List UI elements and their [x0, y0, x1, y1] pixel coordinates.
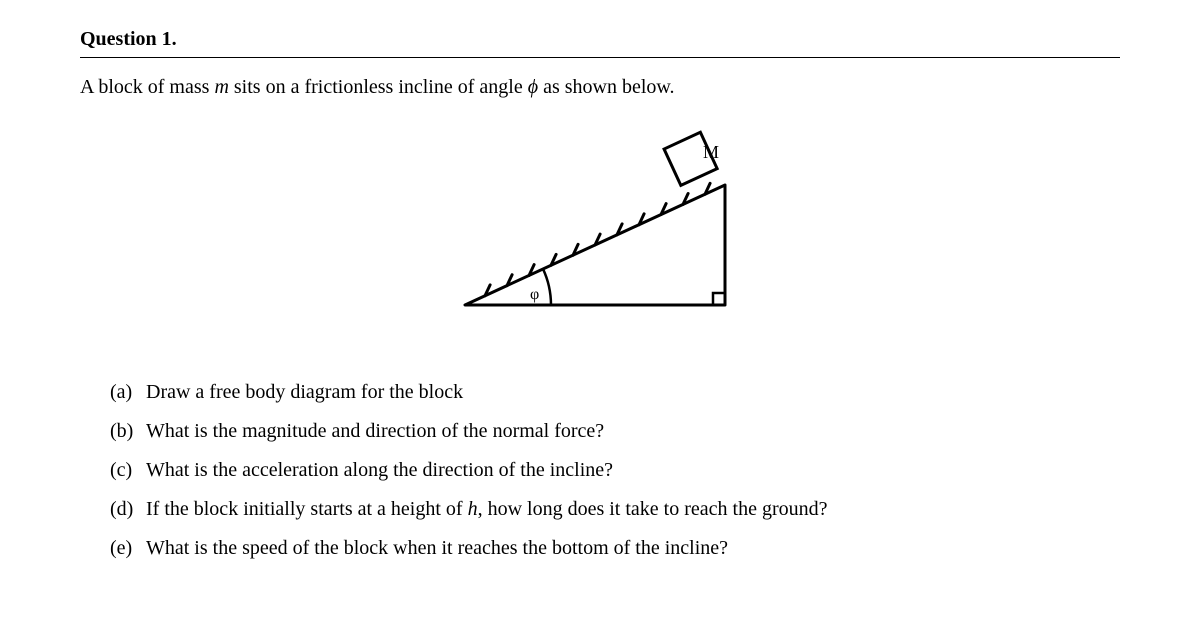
var-h: h — [468, 498, 478, 520]
question-prompt: A block of mass m sits on a frictionless… — [80, 72, 1120, 102]
part-c: (c) What is the acceleration along the d… — [110, 451, 1120, 490]
part-d-pre: If the block initially starts at a heigh… — [146, 498, 468, 520]
part-d-post: , how long does it take to reach the gro… — [478, 498, 828, 520]
part-b: (b) What is the magnitude and direction … — [110, 412, 1120, 451]
var-m: m — [214, 76, 228, 98]
part-label: (a) — [110, 373, 146, 412]
question-header: Question 1. — [80, 28, 1120, 58]
part-e: (e) What is the speed of the block when … — [110, 529, 1120, 568]
angle-label: φ — [530, 286, 539, 303]
part-text: If the block initially starts at a heigh… — [146, 490, 828, 529]
part-text: What is the speed of the block when it r… — [146, 529, 728, 568]
part-label: (d) — [110, 490, 146, 529]
part-text: What is the acceleration along the direc… — [146, 451, 613, 490]
part-a: (a) Draw a free body diagram for the blo… — [110, 373, 1120, 412]
part-d: (d) If the block initially starts at a h… — [110, 490, 1120, 529]
angle-arc — [543, 269, 551, 305]
figure-wrap: φ M — [80, 130, 1120, 325]
part-label: (c) — [110, 451, 146, 490]
part-text: What is the magnitude and direction of t… — [146, 412, 604, 451]
prompt-text-mid: sits on a frictionless incline of angle — [229, 76, 528, 98]
var-phi: ϕ — [528, 76, 538, 98]
block-label: M — [703, 142, 719, 162]
part-label: (b) — [110, 412, 146, 451]
incline-diagram: φ M — [455, 130, 745, 325]
part-text: Draw a free body diagram for the block — [146, 373, 463, 412]
right-angle-icon — [713, 293, 725, 305]
page: Question 1. A block of mass m sits on a … — [0, 0, 1200, 568]
prompt-text-post: as shown below. — [538, 76, 674, 98]
part-label: (e) — [110, 529, 146, 568]
parts-list: (a) Draw a free body diagram for the blo… — [110, 373, 1120, 568]
prompt-text-pre: A block of mass — [80, 76, 214, 98]
